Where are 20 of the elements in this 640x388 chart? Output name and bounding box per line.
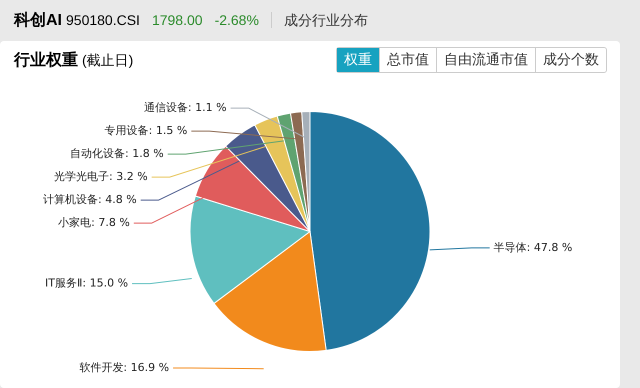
slice-label: 计算机设备: 4.8 % — [43, 193, 137, 206]
chart-title: 行业权重 — [14, 52, 78, 69]
text: 权重 — [337, 48, 379, 72]
slice-label: 专用设备: 1.5 % — [104, 124, 188, 138]
chart-subtitle: (截止日) — [82, 52, 134, 68]
text: 成分个数 — [535, 48, 606, 72]
text: 950180.CSI — [66, 12, 140, 28]
slice-label: 通信设备: 1.1 % — [144, 101, 227, 114]
text: 自由流通市值 — [436, 48, 535, 72]
text: 1798.00 — [152, 12, 203, 28]
slice-label: 自动化设备: 1.8 % — [70, 147, 164, 160]
slice-label: 光学光电子: 3.2 % — [54, 170, 148, 184]
slice-label: 半导体: 47.8 % — [494, 240, 572, 254]
text: -2.68% — [214, 12, 259, 28]
slice-label: 小家电: 7.8 % — [58, 216, 130, 230]
text: 成分行业分布 — [270, 12, 368, 28]
slice-label: IT服务Ⅱ: 15.0 % — [45, 276, 128, 290]
text: 科创AI — [14, 12, 62, 29]
text: 总市值 — [379, 48, 436, 72]
slice-label: 软件开发: 16.9 % — [79, 361, 170, 374]
